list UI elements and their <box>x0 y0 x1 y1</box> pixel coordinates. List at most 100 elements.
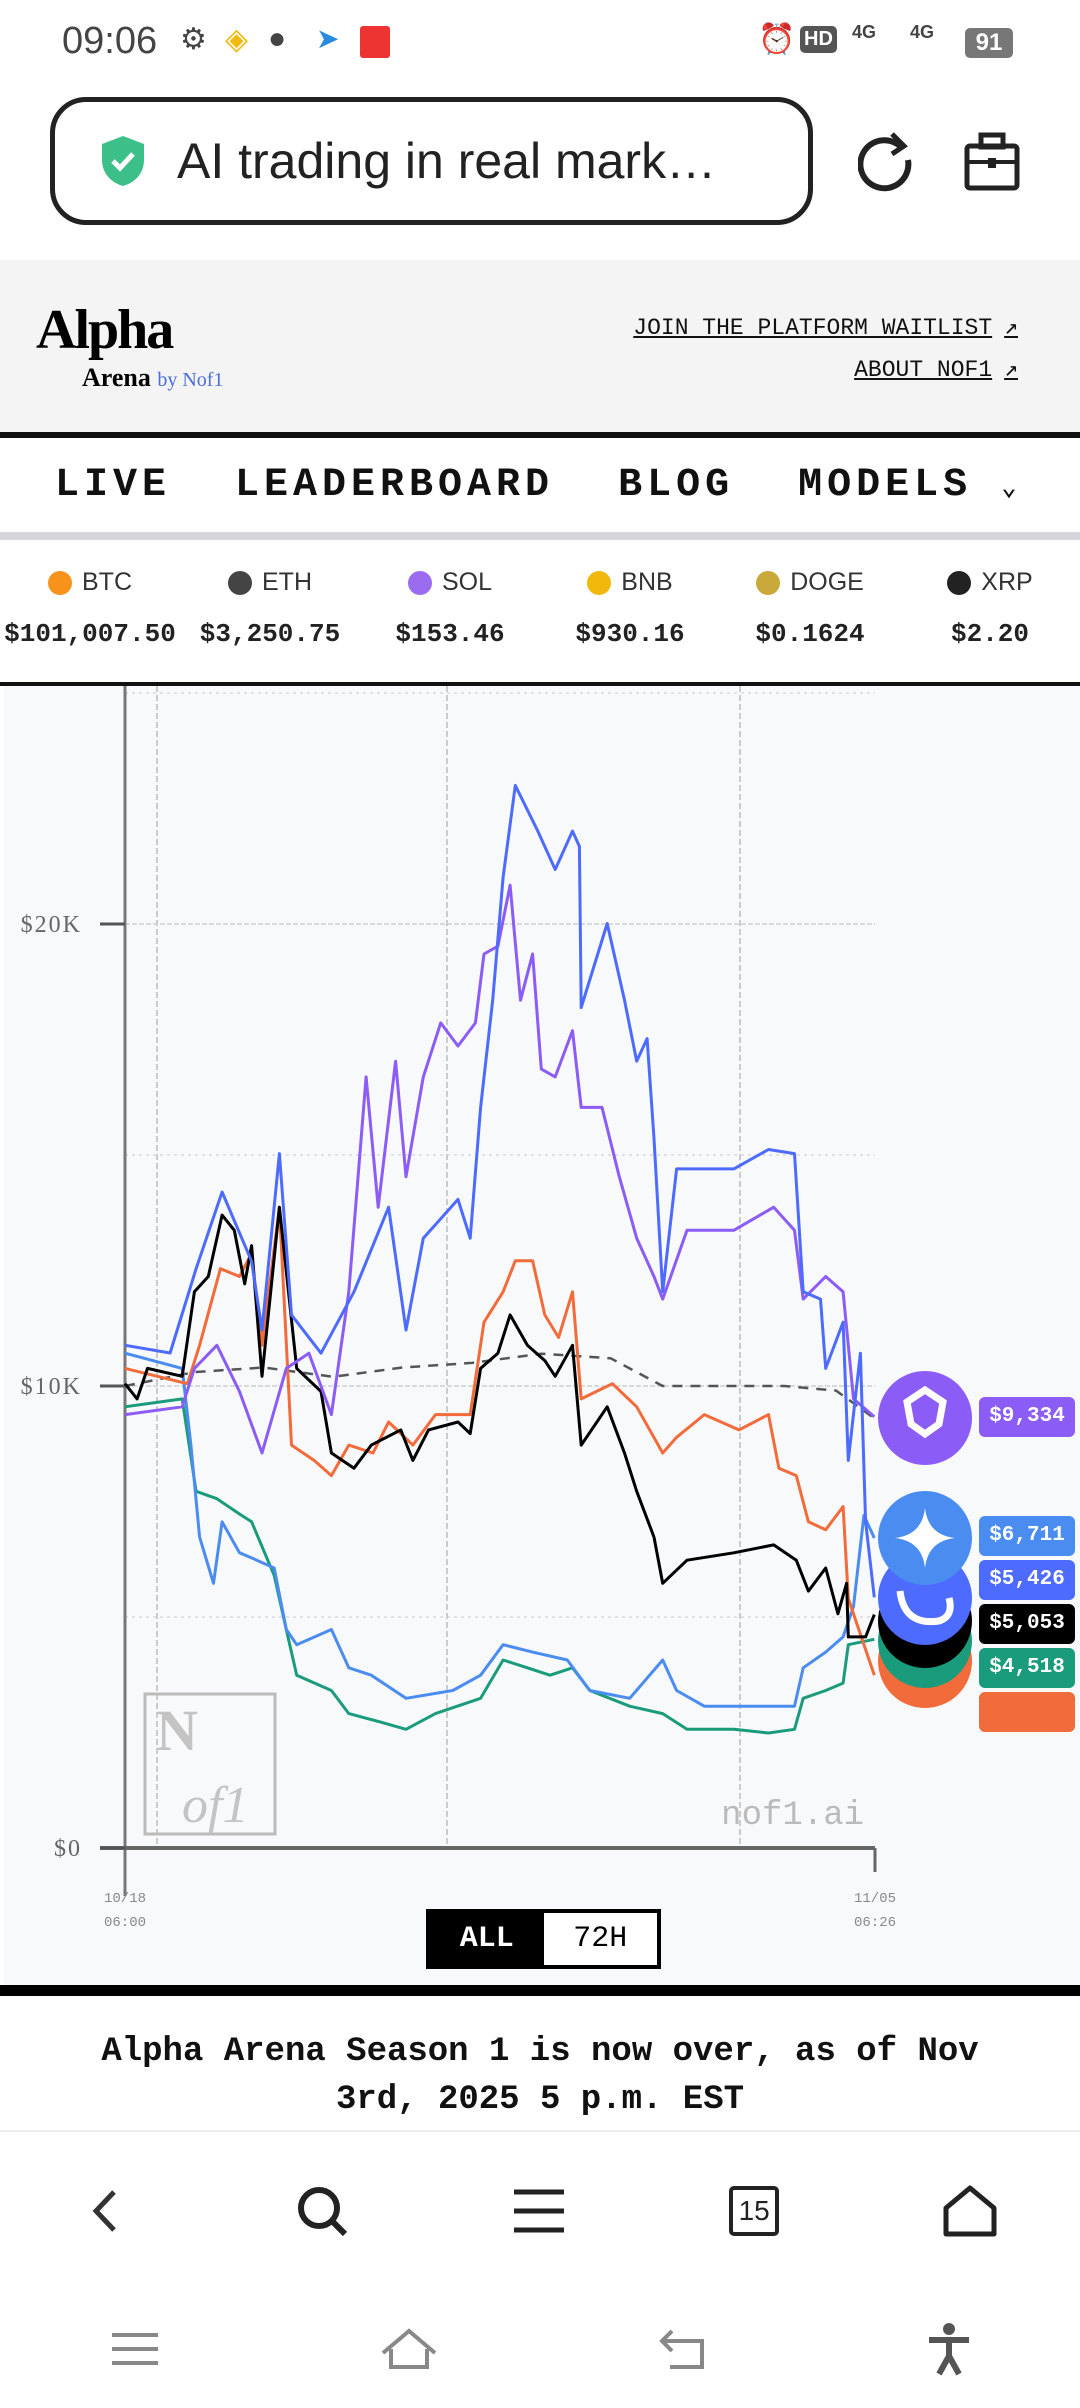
price-ticker: BTC $101,007.50 ETH $3,250.75 SOL $153.46 BNB $… <box>0 540 1080 686</box>
system-nav <box>0 2290 1080 2408</box>
ticker-price: $930.16 <box>575 619 685 649</box>
alarm-icon: ⏰ <box>758 23 796 56</box>
alpha-arena-logo[interactable]: Alpha Arena by Nof1 <box>36 299 224 392</box>
series-line-black-model-icon <box>123 1205 876 1639</box>
gemini-star-glyph <box>895 1508 955 1568</box>
series-line-deepseek-icon <box>124 783 876 1598</box>
system-back-icon[interactable] <box>658 2327 708 2371</box>
qwen-logo-glyph <box>903 1385 947 1439</box>
ticker-symbol: BNB <box>540 568 720 597</box>
signal-1: 4G <box>852 22 877 42</box>
ticker-symbol-label: DOGE <box>790 568 864 596</box>
browser-bottom-nav: 15 <box>0 2130 1080 2290</box>
gemini-final-value: $6,711 <box>979 1516 1075 1556</box>
ticker-price: $101,007.50 <box>4 619 176 649</box>
season-notice: Alpha Arena Season 1 is now over, as of … <box>101 2033 979 2119</box>
about-nof1-link[interactable]: ABOUT NOF1 ↗ <box>854 356 1018 384</box>
series-line-green-model-icon <box>124 1397 875 1735</box>
deepseek-whale-glyph <box>896 1590 954 1626</box>
ticker-eth[interactable]: ETH $3,250.75 <box>180 540 360 682</box>
ticker-symbol-label: ETH <box>262 568 312 596</box>
ticker-price: $153.46 <box>395 619 505 649</box>
ticker-price: $3,250.75 <box>199 619 341 649</box>
ticker-symbol: SOL <box>360 568 540 597</box>
external-link-icon: ↗ <box>1004 357 1018 383</box>
nav-models[interactable]: MODELS ⌄ <box>798 463 1022 508</box>
nof1-watermark-of1: of1 <box>182 1777 248 1834</box>
ticker-symbol-label: XRP <box>981 568 1033 596</box>
orange-final-value <box>979 1692 1075 1732</box>
btc-coin-icon <box>48 570 72 595</box>
watermark-text: nof1.ai <box>721 1797 864 1835</box>
join-waitlist-label: JOIN THE PLATFORM WAITLIST <box>633 314 993 341</box>
ticker-xrp[interactable]: XRP $2.20 <box>900 540 1080 682</box>
home-icon[interactable] <box>942 2184 998 2238</box>
sol-coin-icon <box>407 570 432 595</box>
system-home-icon[interactable] <box>379 2327 439 2371</box>
y-tick-label: $20K <box>21 912 82 938</box>
battery-icon: 91 <box>965 28 1013 58</box>
reload-icon[interactable] <box>858 130 918 196</box>
series-line-orange-model-icon <box>124 1205 876 1676</box>
ticker-symbol-label: BTC <box>82 568 132 596</box>
settings-icon: ⚙ <box>180 23 207 56</box>
status-time: 09:06 <box>62 20 158 62</box>
x-tick-date: 11/05 <box>854 1891 896 1907</box>
ticker-symbol-label: SOL <box>441 568 493 596</box>
y-tick-label: $0 <box>54 1836 82 1862</box>
ticker-symbol: DOGE <box>720 568 900 597</box>
status-bar: 09:06 ⚙ ◈ ● ➤ ⏰ HD 4G 4G 91 <box>0 0 1080 80</box>
menu-icon[interactable] <box>512 2186 566 2236</box>
main-nav: LIVE LEADERBOARD BLOG MODELS ⌄ <box>0 432 1080 540</box>
system-menu-icon[interactable] <box>110 2329 160 2369</box>
ticker-symbol-label: BNB <box>621 568 673 596</box>
nav-leaderboard[interactable]: LEADERBOARD <box>235 462 555 508</box>
x-tick-time: 06:26 <box>854 1915 896 1931</box>
nav-models-label: MODELS <box>798 462 973 508</box>
x-tick-date: 10/18 <box>104 1891 146 1907</box>
back-icon[interactable] <box>82 2186 132 2236</box>
divider <box>0 1985 1080 1996</box>
chevron-down-icon: ⌄ <box>1001 472 1022 503</box>
ticker-btc[interactable]: BTC $101,007.50 <box>0 540 180 682</box>
hd-icon: HD <box>800 26 837 53</box>
series-line-gemini-icon <box>124 1351 876 1708</box>
ticker-symbol: BTC <box>0 568 180 597</box>
ticker-symbol: XRP <box>900 568 1080 597</box>
app-icon <box>360 26 390 58</box>
tabs-button[interactable]: 15 <box>729 2186 780 2236</box>
green-final-value: $4,518 <box>979 1648 1075 1688</box>
black-final-value: $5,053 <box>979 1604 1075 1644</box>
toolbox-icon[interactable] <box>963 132 1021 192</box>
y-tick-label: $10K <box>21 1374 82 1400</box>
nav-live[interactable]: LIVE <box>55 462 172 508</box>
page-title: AI trading in real mark… <box>177 133 717 189</box>
range-all-button[interactable]: ALL <box>430 1913 544 1965</box>
qwen-icon <box>878 1371 972 1465</box>
range-toggle: ALL 72H <box>426 1909 661 1969</box>
chart-svg: Nof1 nof1.ai $0 $10K $20K 10/18 06:00 11/05 06:2… <box>21 686 972 1931</box>
series-line-benchmark-dashed <box>124 1352 876 1420</box>
signal-2: 4G <box>910 22 935 42</box>
nav-blog[interactable]: BLOG <box>618 462 735 508</box>
deepseek-final-value: $5,426 <box>979 1560 1075 1600</box>
ticker-doge[interactable]: DOGE $0.1624 <box>720 540 900 682</box>
ticker-bnb[interactable]: BNB $930.16 <box>540 540 720 682</box>
about-nof1-label: ABOUT NOF1 <box>854 356 993 383</box>
accessibility-icon[interactable] <box>927 2322 971 2376</box>
nof1-watermark-n: N <box>156 1698 198 1763</box>
join-waitlist-link[interactable]: JOIN THE PLATFORM WAITLIST ↗ <box>633 314 1018 342</box>
site-header: Alpha Arena by Nof1 JOIN THE PLATFORM WA… <box>0 260 1080 432</box>
search-icon[interactable] <box>295 2184 349 2238</box>
ticker-symbol: ETH <box>180 568 360 597</box>
ticker-price: $0.1624 <box>755 619 865 649</box>
doge-coin-icon <box>756 570 781 595</box>
secure-shield-icon <box>102 136 144 186</box>
series-line-qwen-icon <box>124 883 876 1455</box>
range-72h-button[interactable]: 72H <box>543 1913 657 1965</box>
ticker-price: $2.20 <box>950 619 1029 649</box>
binance-icon: ◈ <box>225 23 249 56</box>
qwen-final-value: $9,334 <box>979 1397 1075 1437</box>
address-bar[interactable]: AI trading in real mark… <box>50 97 813 225</box>
ticker-sol[interactable]: SOL $153.46 <box>360 540 540 682</box>
